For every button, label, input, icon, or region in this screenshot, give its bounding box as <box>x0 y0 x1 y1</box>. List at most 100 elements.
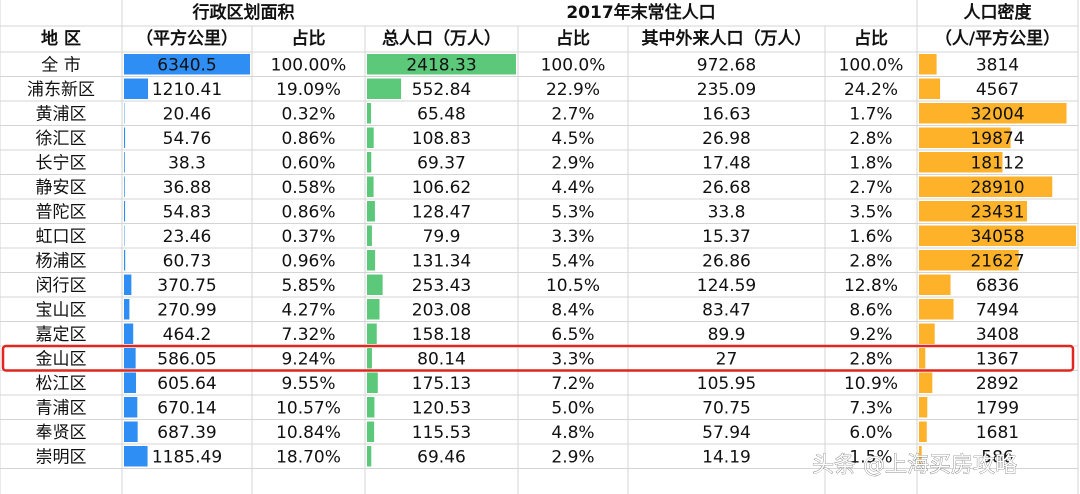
data-bar <box>367 250 376 271</box>
cell: 19.09% <box>276 80 341 100</box>
cell: 79.9 <box>423 227 461 247</box>
cell: 27 <box>716 349 738 369</box>
cell: 54.76 <box>163 129 212 149</box>
data-bar <box>367 348 372 369</box>
data-bar <box>124 127 126 148</box>
data-bar <box>919 127 1011 148</box>
cell: 2418.33 <box>406 55 476 75</box>
cell: 9.2% <box>849 325 892 345</box>
cell: 5.3% <box>551 202 594 222</box>
cell: 长宁区 <box>36 153 87 173</box>
watermark: 头条 @上海买房攻略 <box>812 453 1017 478</box>
cell: 4567 <box>976 80 1019 100</box>
cell: 21627 <box>970 251 1024 271</box>
cell: 26.68 <box>702 178 751 198</box>
cell: 15.37 <box>702 227 751 247</box>
data-bar <box>367 176 374 197</box>
data-bar <box>124 201 126 222</box>
data-bar <box>367 152 372 173</box>
cell: 宝山区 <box>36 300 87 320</box>
data-bar <box>124 78 149 99</box>
column-header: （平方公里） <box>136 28 238 49</box>
cell: 崇明区 <box>36 447 87 467</box>
cell: 36.88 <box>163 178 212 198</box>
cell: 6836 <box>976 276 1019 296</box>
cell: 23431 <box>970 202 1024 222</box>
cell: 80.14 <box>417 349 466 369</box>
cell: 10.57% <box>276 398 341 418</box>
data-bar <box>919 225 1076 246</box>
data-bar <box>367 201 375 222</box>
cell: 17.48 <box>702 153 751 173</box>
cell: 浦东新区 <box>27 80 95 100</box>
cell: 0.60% <box>281 153 335 173</box>
cell: 14.19 <box>702 447 751 467</box>
cell: 2892 <box>976 374 1019 394</box>
cell: 106.62 <box>412 178 471 198</box>
data-bar <box>124 446 148 467</box>
cell: 32004 <box>970 104 1024 124</box>
cell: 7.2% <box>551 374 594 394</box>
cell: 124.59 <box>697 276 756 296</box>
column-header: 地 区 <box>41 28 81 49</box>
highlight-box <box>1 344 1075 372</box>
cell: 18112 <box>970 153 1024 173</box>
cell: 闵行区 <box>36 276 87 296</box>
cell: 金山区 <box>36 349 87 369</box>
column-header: 总人口（万人） <box>382 28 501 49</box>
cell: 7.32% <box>281 325 335 345</box>
cell: 605.64 <box>157 374 216 394</box>
data-bar <box>367 397 375 418</box>
column-header: 占比 <box>292 28 326 49</box>
data-bar <box>919 397 928 418</box>
cell: 552.84 <box>412 80 471 100</box>
data-bar <box>367 274 383 295</box>
cell: 9.55% <box>281 374 335 394</box>
cell: 22.9% <box>546 80 600 100</box>
group-header: 2017年末常住人口 <box>566 2 715 23</box>
data-bar <box>124 152 125 173</box>
data-bar <box>367 372 378 393</box>
data-bar <box>919 274 951 295</box>
cell: 松江区 <box>36 374 87 394</box>
cell: 26.86 <box>702 251 751 271</box>
cell: 虹口区 <box>36 227 87 247</box>
cell: 253.43 <box>412 276 471 296</box>
cell: 6.0% <box>849 423 892 443</box>
cell: 3.3% <box>551 227 594 247</box>
cell: 3.5% <box>849 202 892 222</box>
cell: 18.70% <box>276 447 341 467</box>
cell: 687.39 <box>157 423 216 443</box>
data-bar <box>124 421 138 442</box>
cell: 1367 <box>976 349 1019 369</box>
cell: 38.3 <box>168 153 206 173</box>
cell: 4.4% <box>551 178 594 198</box>
cell: 0.37% <box>281 227 335 247</box>
cell: 2.7% <box>551 104 594 124</box>
data-bar <box>919 348 926 369</box>
cell: 89.9 <box>708 325 746 345</box>
cell: 青浦区 <box>36 398 87 418</box>
data-bar <box>367 225 372 246</box>
cell: 54.83 <box>163 202 212 222</box>
data-bar <box>367 299 380 320</box>
data-bar <box>367 446 372 467</box>
cell: 6340.5 <box>157 55 216 75</box>
cell: 370.75 <box>157 276 216 296</box>
data-bar <box>367 103 372 124</box>
cell: 5.0% <box>551 398 594 418</box>
data-bar <box>919 299 954 320</box>
column-header: 占比 <box>556 28 590 49</box>
data-bar <box>124 250 126 271</box>
data-bar <box>124 54 250 75</box>
cell: 1210.41 <box>152 80 222 100</box>
cell: 70.75 <box>702 398 751 418</box>
cell: 2.8% <box>849 129 892 149</box>
data-bar <box>124 397 138 418</box>
cell: 1799 <box>976 398 1019 418</box>
data-bar <box>919 201 1028 222</box>
data-bar <box>919 372 933 393</box>
data-bar <box>124 176 125 197</box>
cell: 586 <box>981 447 1013 467</box>
